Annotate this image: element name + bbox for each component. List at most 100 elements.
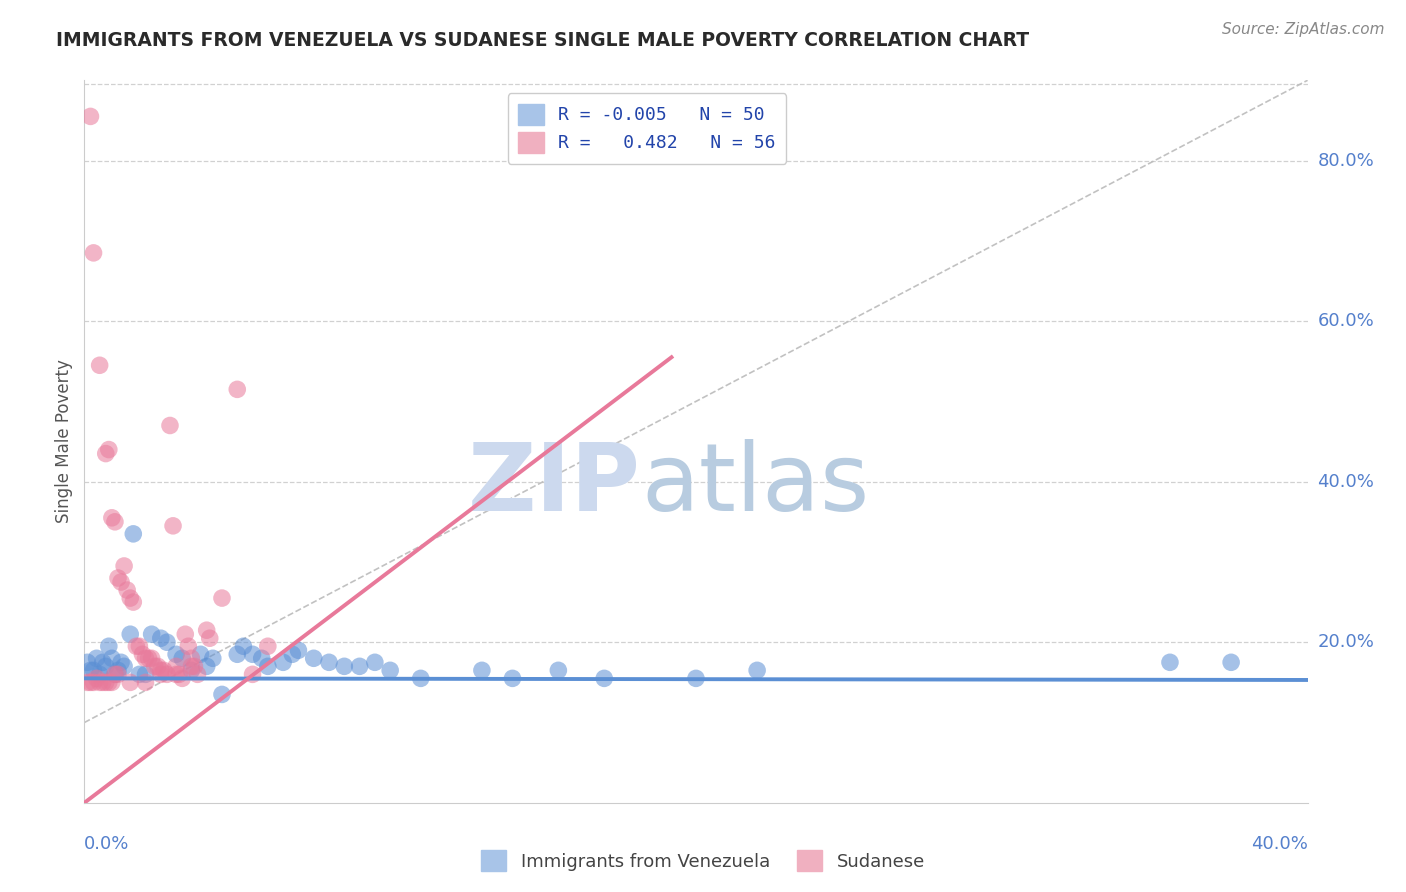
- Point: [242, 667, 264, 681]
- Point: [149, 664, 172, 678]
- Point: [112, 558, 135, 574]
- Point: [94, 675, 117, 690]
- Point: [135, 675, 157, 690]
- Point: [89, 667, 111, 681]
- Point: [107, 571, 129, 585]
- Point: [107, 664, 129, 678]
- Point: [167, 667, 190, 681]
- Point: [97, 442, 120, 457]
- Point: [153, 664, 176, 678]
- Point: [195, 623, 218, 637]
- Point: [110, 655, 132, 669]
- Point: [104, 667, 127, 681]
- Point: [172, 651, 194, 665]
- Point: [112, 659, 135, 673]
- Point: [146, 659, 169, 673]
- Point: [135, 651, 157, 665]
- Point: [89, 675, 111, 690]
- Legend: Immigrants from Venezuela, Sudanese: Immigrants from Venezuela, Sudanese: [474, 843, 932, 879]
- Y-axis label: Single Male Poverty: Single Male Poverty: [55, 359, 73, 524]
- Point: [131, 648, 153, 662]
- Point: [257, 639, 280, 653]
- Point: [91, 655, 114, 669]
- Point: [122, 595, 145, 609]
- Point: [89, 358, 111, 372]
- Point: [120, 591, 142, 605]
- Point: [86, 671, 108, 685]
- Point: [333, 659, 356, 673]
- Point: [120, 627, 142, 641]
- Point: [101, 510, 124, 524]
- Point: [380, 664, 402, 678]
- Point: [180, 651, 202, 665]
- Point: [242, 648, 264, 662]
- Point: [110, 574, 132, 589]
- Point: [211, 591, 233, 605]
- Point: [128, 639, 150, 653]
- Point: [1220, 655, 1243, 669]
- Text: 80.0%: 80.0%: [1317, 152, 1374, 169]
- Point: [97, 675, 120, 690]
- Point: [149, 632, 172, 646]
- Point: [593, 671, 616, 685]
- Legend: R = -0.005   N = 50, R =   0.482   N = 56: R = -0.005 N = 50, R = 0.482 N = 56: [508, 93, 786, 163]
- Point: [165, 659, 187, 673]
- Point: [502, 671, 524, 685]
- Point: [685, 671, 707, 685]
- Text: IMMIGRANTS FROM VENEZUELA VS SUDANESE SINGLE MALE POVERTY CORRELATION CHART: IMMIGRANTS FROM VENEZUELA VS SUDANESE SI…: [56, 31, 1029, 50]
- Point: [186, 667, 208, 681]
- Point: [195, 659, 218, 673]
- Point: [159, 418, 181, 433]
- Point: [79, 675, 101, 690]
- Text: 40.0%: 40.0%: [1317, 473, 1374, 491]
- Point: [94, 446, 117, 460]
- Point: [201, 651, 224, 665]
- Point: [226, 382, 249, 396]
- Point: [122, 526, 145, 541]
- Point: [232, 639, 254, 653]
- Point: [257, 659, 280, 673]
- Point: [141, 627, 163, 641]
- Point: [250, 651, 273, 665]
- Point: [183, 659, 205, 673]
- Text: atlas: atlas: [641, 439, 869, 531]
- Point: [180, 659, 202, 673]
- Point: [180, 664, 202, 678]
- Point: [271, 655, 294, 669]
- Point: [83, 664, 105, 678]
- Point: [101, 651, 124, 665]
- Point: [409, 671, 432, 685]
- Point: [94, 659, 117, 673]
- Point: [226, 648, 249, 662]
- Point: [101, 675, 124, 690]
- Point: [349, 659, 371, 673]
- Point: [120, 675, 142, 690]
- Point: [83, 675, 105, 690]
- Point: [281, 648, 304, 662]
- Point: [138, 651, 160, 665]
- Point: [135, 667, 157, 681]
- Text: 40.0%: 40.0%: [1251, 835, 1308, 854]
- Point: [76, 655, 98, 669]
- Point: [83, 245, 105, 260]
- Point: [165, 667, 187, 681]
- Point: [177, 639, 200, 653]
- Point: [125, 639, 148, 653]
- Point: [115, 583, 138, 598]
- Point: [747, 664, 769, 678]
- Point: [364, 655, 387, 669]
- Point: [79, 109, 101, 123]
- Point: [190, 648, 212, 662]
- Point: [97, 639, 120, 653]
- Point: [141, 651, 163, 665]
- Text: 60.0%: 60.0%: [1317, 312, 1374, 330]
- Point: [318, 655, 340, 669]
- Point: [156, 635, 179, 649]
- Point: [86, 651, 108, 665]
- Point: [211, 687, 233, 701]
- Point: [79, 664, 101, 678]
- Text: 20.0%: 20.0%: [1317, 633, 1374, 651]
- Point: [162, 518, 184, 533]
- Point: [76, 675, 98, 690]
- Point: [302, 651, 325, 665]
